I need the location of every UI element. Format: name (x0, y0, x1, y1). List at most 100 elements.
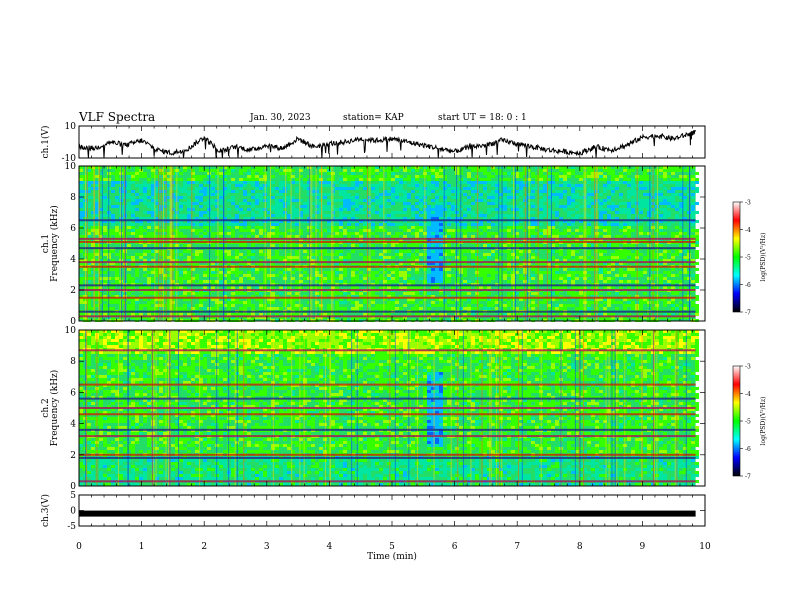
spectrogram-cell (535, 244, 539, 247)
spectrogram-cell (167, 244, 171, 247)
spectrogram-cell (511, 307, 515, 310)
spectrogram-cell (615, 205, 619, 208)
spectrogram-cell (79, 330, 83, 333)
spectrogram-cell (87, 181, 91, 184)
spectrogram-cell (115, 196, 119, 199)
spectrogram-cell (395, 223, 399, 226)
spectrogram-cell (223, 298, 227, 301)
spectrogram-cell (611, 223, 615, 226)
spectrogram-cell (403, 330, 407, 333)
spectrogram-cell (443, 208, 447, 211)
spectrogram-cell (683, 178, 687, 181)
spectrogram-cell (439, 244, 443, 247)
spectrogram-cell (199, 235, 203, 238)
spectrogram-cell (147, 187, 151, 190)
spectrogram-cell (227, 199, 231, 202)
spectrogram-cell (215, 253, 219, 256)
spectrogram-cell (579, 187, 583, 190)
spectrogram-cell (627, 259, 631, 262)
spectrogram-cell (195, 307, 199, 310)
spectrogram-cell (443, 298, 447, 301)
spectrogram-cell (583, 271, 587, 274)
spectrogram-cell (435, 259, 439, 262)
spectrogram-cell (475, 277, 479, 280)
spectrogram-cell (219, 250, 223, 253)
spectrogram-cell (603, 259, 607, 262)
spectrogram-cell (591, 169, 595, 172)
spectrogram-cell (319, 172, 323, 175)
spectrogram-cell (555, 268, 559, 271)
spectrogram-cell (283, 235, 287, 238)
spectrogram-cell (679, 169, 683, 172)
spectrogram-cell (355, 277, 359, 280)
spectrogram-cell (111, 172, 115, 175)
spectrogram-streak (158, 166, 160, 321)
spectrogram-cell (563, 280, 567, 283)
spectrogram-cell (435, 211, 439, 214)
spectrogram-cell (427, 259, 431, 262)
spectrogram-cell (315, 316, 319, 319)
spectrogram-cell (587, 181, 591, 184)
spectrogram-cell (679, 253, 683, 256)
spectrogram-cell (491, 196, 495, 199)
spectrogram-cell (243, 178, 247, 181)
spectrogram-cell (575, 214, 579, 217)
spectrogram-cell (375, 316, 379, 319)
spectrogram-cell (339, 184, 343, 187)
spectrogram-cell (543, 271, 547, 274)
spectrogram-cell (351, 316, 355, 319)
spectrogram-cell (471, 262, 475, 265)
spectrogram-cell (91, 262, 95, 265)
spectrogram-cell (103, 259, 107, 262)
spectrogram-cell (395, 280, 399, 283)
spectrogram-cell (391, 214, 395, 217)
spectrogram-cell (371, 274, 375, 277)
spectrogram-cell (439, 292, 443, 295)
station-label: station= KAP (343, 113, 404, 123)
spectrogram-cell (499, 217, 503, 220)
spectrogram-cell (615, 175, 619, 178)
spectrogram-cell (531, 313, 535, 316)
spectrogram-cell (539, 280, 543, 283)
spectrogram-cell (351, 175, 355, 178)
spectrogram-cell (587, 313, 591, 316)
spectrogram-cell (579, 298, 583, 301)
spectrogram-cell (227, 313, 231, 316)
spectrogram-cell (163, 181, 167, 184)
spectrogram-cell (151, 169, 155, 172)
spectrogram-cell (487, 304, 491, 307)
spectrogram-cell (155, 190, 159, 193)
spectrogram-cell (283, 277, 287, 280)
spectrogram-line (79, 310, 696, 313)
spectrogram-cell (179, 253, 183, 256)
spectrogram-cell (607, 226, 611, 229)
spectrogram-cell (79, 193, 83, 196)
spectrogram-cell (671, 307, 675, 310)
spectrogram-cell (267, 199, 271, 202)
spectrogram-cell (555, 250, 559, 253)
spectrogram-cell (343, 330, 347, 333)
spectrogram-cell (299, 184, 303, 187)
spectrogram-cell (555, 232, 559, 235)
spectrogram-cell (463, 271, 467, 274)
spectrogram-cell (479, 292, 483, 295)
spectrogram-cell (91, 253, 95, 256)
spectrogram-cell (371, 178, 375, 181)
spectrogram-cell (491, 298, 495, 301)
spectrogram-cell (223, 232, 227, 235)
spectrogram-cell (335, 181, 339, 184)
spectrogram-cell (379, 304, 383, 307)
spectrogram-cell (439, 193, 443, 196)
spectrogram-cell (663, 304, 667, 307)
spectrogram-cell (599, 268, 603, 271)
spectrogram-cell (447, 262, 451, 265)
spectrogram-cell (639, 199, 643, 202)
spectrogram-cell (127, 307, 131, 310)
spectrogram-cell (503, 172, 507, 175)
spectrogram-cell (643, 193, 647, 196)
spectrogram-cell (447, 330, 451, 333)
spectrogram-cell (611, 208, 615, 211)
spectrogram-cell (551, 226, 555, 229)
spectrogram-cell (419, 175, 423, 178)
spectrogram-cell (303, 205, 307, 208)
